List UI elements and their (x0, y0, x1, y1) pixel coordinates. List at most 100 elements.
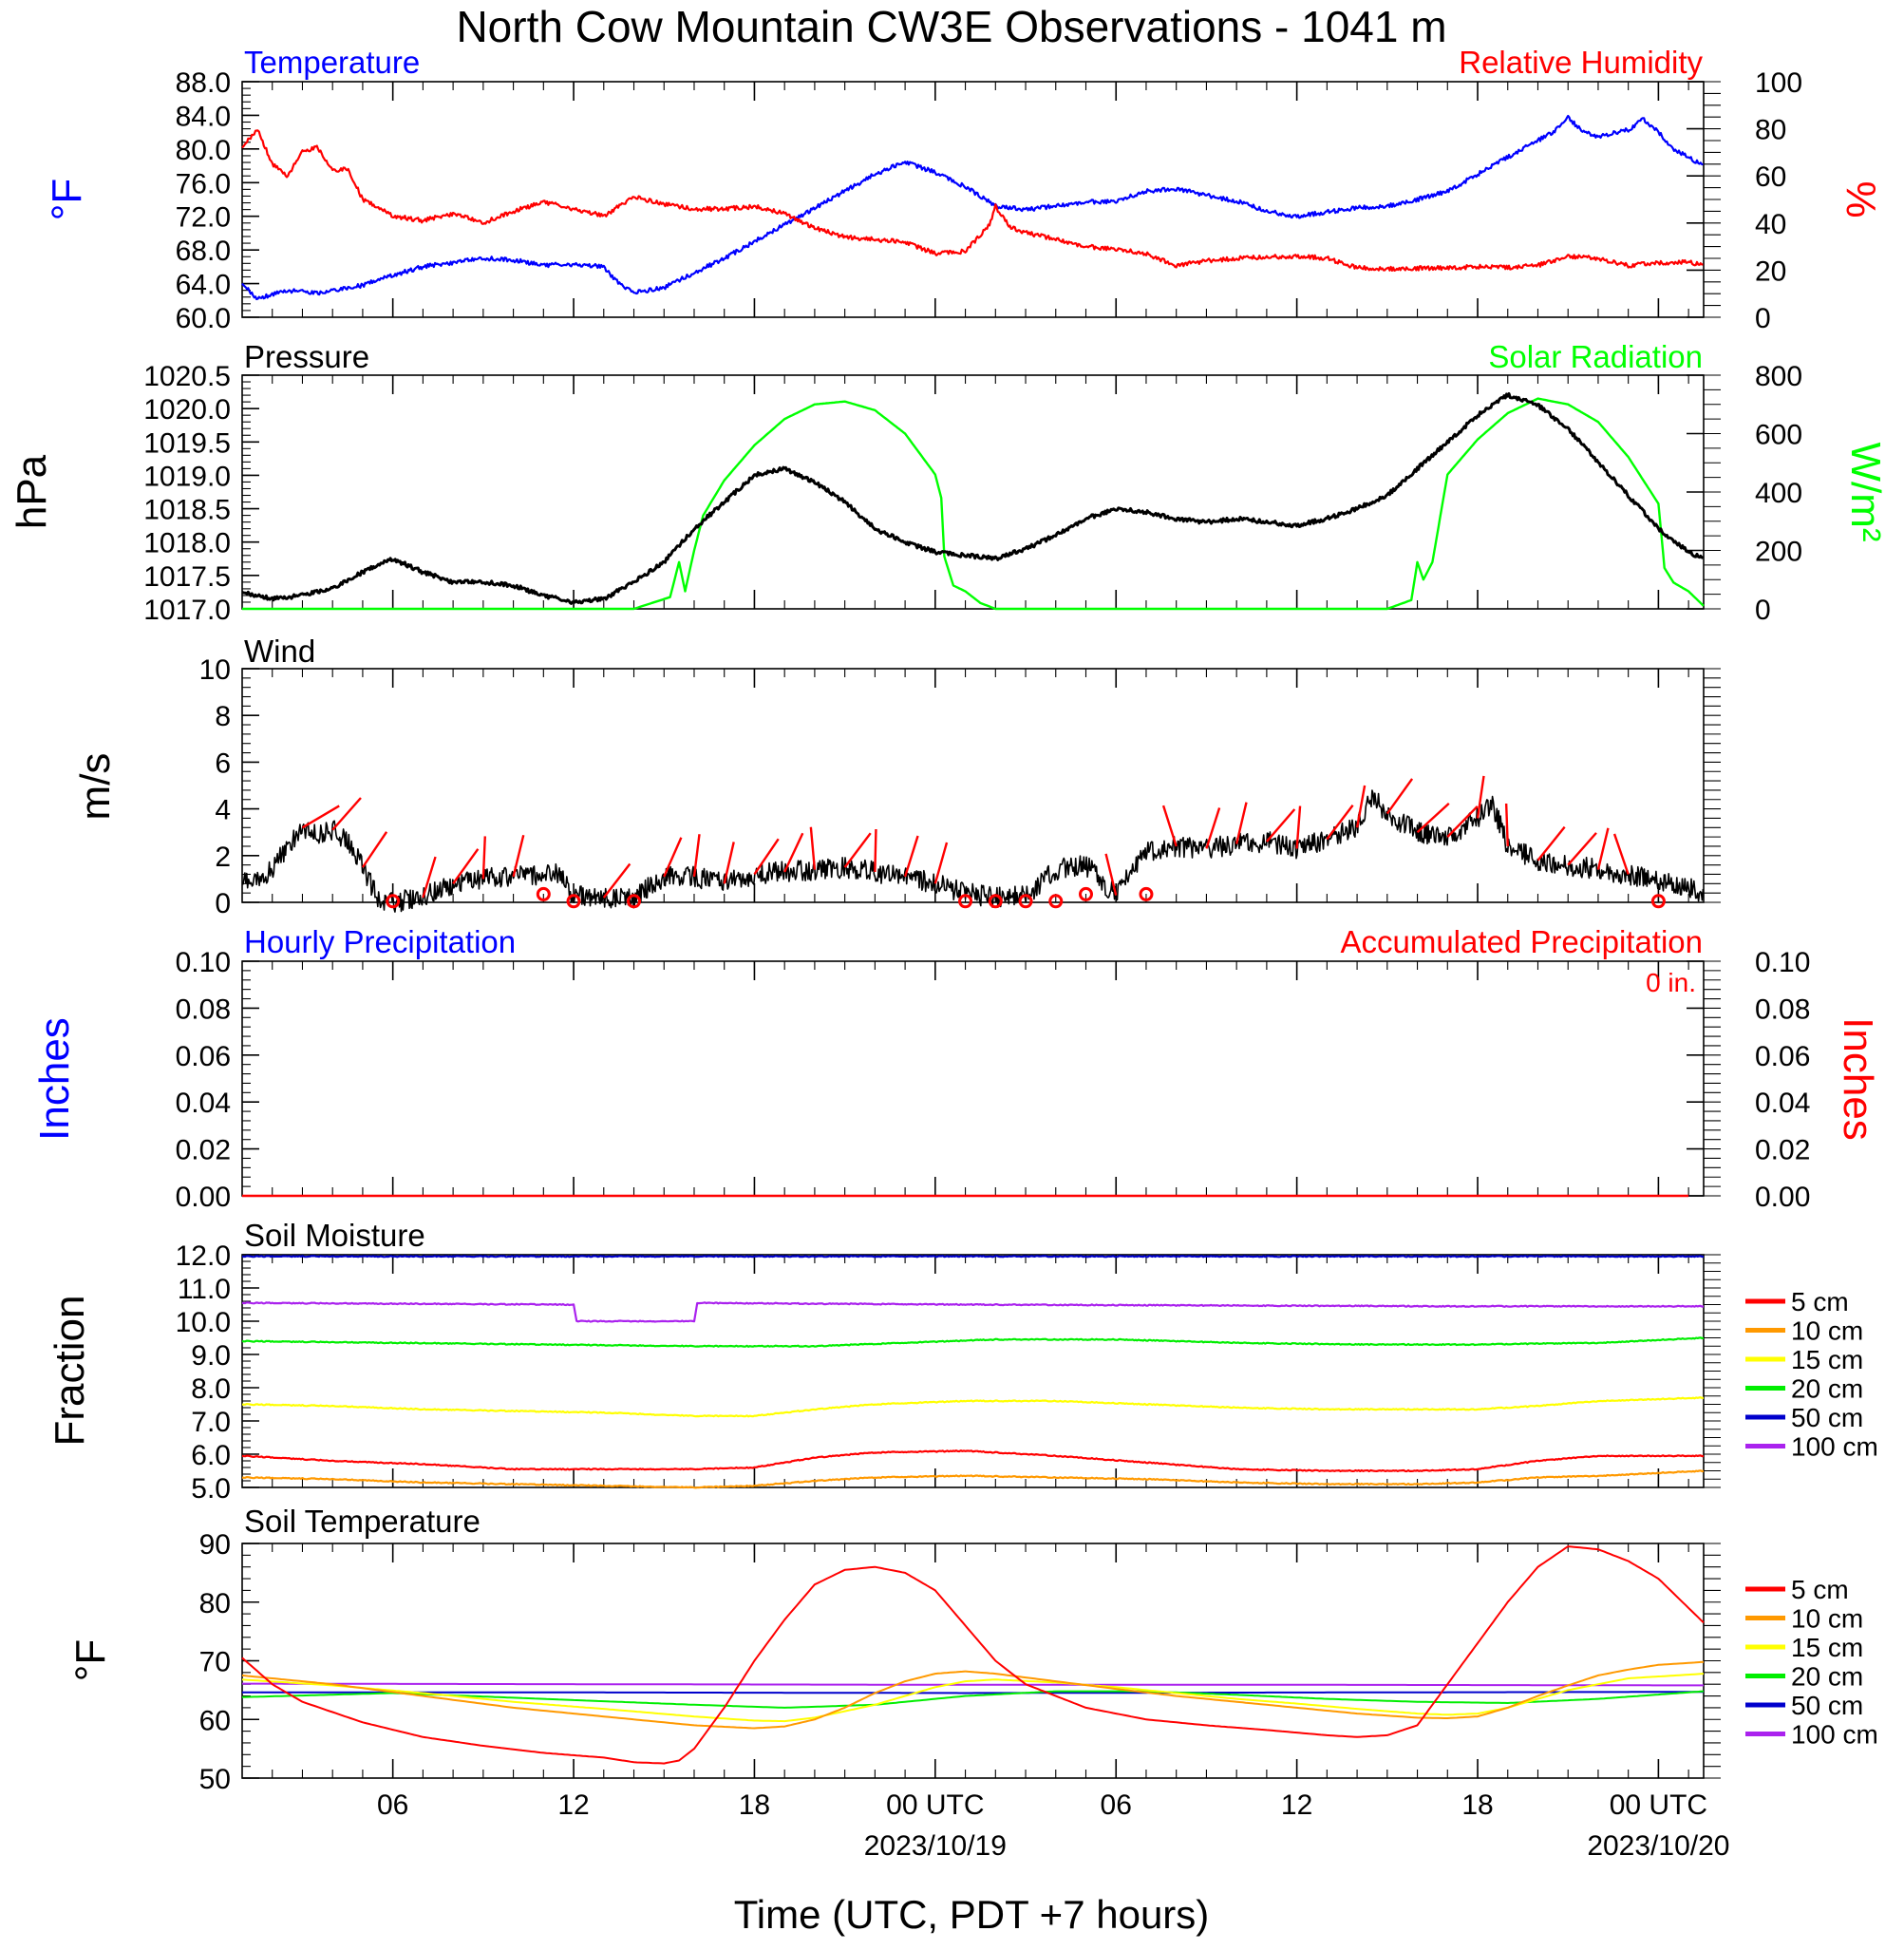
calm-wind-marker (536, 886, 551, 901)
panels-group: 60.064.068.072.076.080.084.088.002040608… (9, 45, 1889, 1795)
x-tick-label: 12 (557, 1789, 589, 1821)
y-tick-label: 1018.0 (143, 528, 231, 559)
y-tick-label: 5.0 (191, 1473, 231, 1505)
wind-barb (663, 837, 683, 878)
wind-barb (1104, 853, 1118, 896)
temperature-unit: °F (44, 179, 90, 220)
y-tick-label: 88.0 (176, 67, 231, 99)
calm-wind-marker (1650, 894, 1666, 909)
legend-label: 20 cm (1791, 1662, 1863, 1692)
y-tick-label: 68.0 (176, 236, 231, 267)
y-tick-label: 1017.5 (143, 561, 231, 593)
x-date-label: 2023/10/19 (864, 1830, 1007, 1862)
accum-precip-unit: Inches (1835, 1017, 1881, 1141)
temperature-title: Temperature (244, 45, 420, 80)
x-tick-label: 06 (377, 1789, 408, 1821)
humidity-title: Relative Humidity (1459, 45, 1703, 80)
y-right-tick-label: 800 (1755, 361, 1802, 392)
calm-wind-marker (627, 894, 642, 909)
solar-unit: W/m² (1842, 442, 1889, 541)
panel-soil-moisture: 5.06.07.08.09.010.011.012.0 Soil Moisture… (176, 1218, 1878, 1505)
calm-wind-marker (566, 894, 581, 909)
y-tick-label: 60.0 (176, 303, 231, 334)
y-tick-label: 12.0 (176, 1240, 231, 1272)
y-tick-label: 2 (215, 842, 231, 873)
soil-moisture-line (241, 1255, 1705, 1259)
wind-barb (874, 829, 877, 873)
x-axis-label: Time (UTC, PDT +7 hours) (734, 1892, 1210, 1937)
calm-wind-marker (386, 894, 401, 909)
y-right-tick-label: 600 (1755, 420, 1802, 451)
y-right-tick-label: 20 (1755, 256, 1786, 287)
panel-pressure-solar: 1017.01017.51018.01018.51019.01019.51020… (143, 339, 1802, 626)
y-right-tick-label: 0.08 (1755, 994, 1810, 1025)
wind-barb (1161, 805, 1178, 847)
wind-barb (843, 832, 872, 868)
legend-label: 15 cm (1791, 1345, 1863, 1374)
x-tick-label: 12 (1281, 1789, 1312, 1821)
wind-barb (903, 835, 919, 878)
y-tick-label: 84.0 (176, 101, 231, 132)
legend-label: 100 cm (1791, 1720, 1878, 1750)
wind-barb (753, 838, 780, 876)
legend-label: 50 cm (1791, 1403, 1863, 1432)
wind-barb (331, 797, 362, 831)
legend-label: 100 cm (1791, 1432, 1878, 1462)
y-right-tick-label: 400 (1755, 478, 1802, 509)
y-right-tick-label: 0.10 (1755, 947, 1810, 978)
wind-barb (422, 856, 437, 899)
soil-temp-line (241, 1673, 1705, 1723)
y-tick-label: 80.0 (176, 135, 231, 166)
panel-frame (241, 81, 1705, 318)
calm-wind-marker (958, 894, 973, 909)
wind-barb (1235, 802, 1248, 844)
x-tick-label: 00 UTC (1610, 1789, 1707, 1821)
temperature-line (241, 114, 1704, 301)
y-tick-label: 8.0 (191, 1373, 231, 1405)
y-tick-label: 0.04 (176, 1088, 231, 1119)
accum-precip-title: Accumulated Precipitation (1340, 924, 1703, 959)
y-tick-label: 70 (199, 1647, 231, 1678)
y-tick-label: 1017.0 (143, 595, 231, 626)
y-tick-label: 0.08 (176, 994, 231, 1025)
y-tick-label: 0.10 (176, 947, 231, 978)
humidity-unit: % (1838, 180, 1884, 218)
legend-label: 15 cm (1791, 1633, 1863, 1662)
wind-barb (1476, 775, 1485, 819)
x-tick-label: 18 (1461, 1789, 1493, 1821)
wind-barb (1355, 785, 1367, 828)
hourly-precip-title: Hourly Precipitation (244, 924, 516, 959)
legend-label: 50 cm (1791, 1691, 1863, 1720)
wind-barb (481, 836, 486, 880)
calm-wind-marker (988, 894, 1003, 909)
wind-barb (933, 842, 949, 884)
y-tick-label: 0.00 (176, 1182, 231, 1213)
y-tick-label: 8 (215, 701, 231, 732)
accum-precip-value: 0 in. (1646, 968, 1696, 997)
solar-title: Solar Radiation (1488, 339, 1703, 374)
soil-temp-line (242, 1691, 1704, 1694)
y-right-tick-label: 0 (1755, 303, 1771, 334)
wind-barb (723, 842, 735, 884)
y-right-tick-label: 0.00 (1755, 1182, 1810, 1213)
y-right-tick-label: 0.02 (1755, 1135, 1810, 1166)
legend-label: 5 cm (1791, 1287, 1849, 1316)
wind-barb (1596, 827, 1610, 870)
wind-barb (809, 826, 817, 870)
y-right-tick-label: 100 (1755, 67, 1802, 99)
wind-barb (301, 805, 340, 829)
soil-moisture-line (241, 1336, 1705, 1348)
y-right-tick-label: 0.06 (1755, 1041, 1810, 1072)
wind-barb (1612, 833, 1630, 875)
legend-label: 10 cm (1791, 1316, 1863, 1346)
wind-barb (602, 862, 632, 899)
wind-barb (1416, 802, 1450, 834)
y-tick-label: 1018.5 (143, 495, 231, 526)
soil-moisture-line (241, 1469, 1705, 1489)
y-tick-label: 76.0 (176, 168, 231, 199)
wind-barb (1386, 778, 1414, 815)
y-tick-label: 0 (215, 888, 231, 919)
y-tick-label: 50 (199, 1764, 231, 1795)
y-tick-label: 64.0 (176, 270, 231, 301)
y-right-tick-label: 60 (1755, 161, 1786, 193)
